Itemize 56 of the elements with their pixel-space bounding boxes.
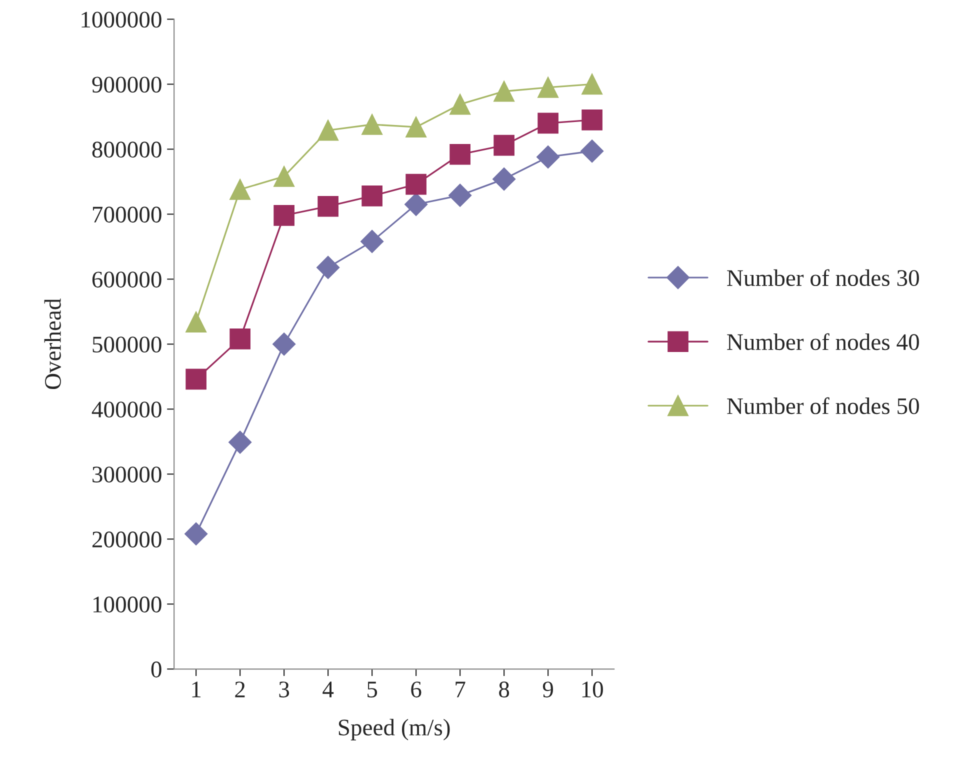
y-tick-label: 300000	[92, 466, 162, 483]
point	[538, 77, 558, 98]
x-tick-label: 2	[235, 682, 245, 698]
x-tick-label: 4	[322, 682, 334, 698]
x-tick-label: 6	[411, 682, 422, 698]
x-tick-label: 3	[279, 682, 290, 698]
point	[230, 179, 250, 200]
legend-label: Number of nodes 40	[727, 333, 919, 350]
point	[228, 430, 252, 454]
point	[316, 256, 340, 279]
point	[582, 110, 602, 130]
point	[494, 134, 514, 156]
point	[492, 168, 516, 191]
point	[230, 328, 250, 350]
point	[184, 522, 208, 546]
point	[360, 230, 384, 253]
y-tick-label: 400000	[92, 402, 162, 418]
point	[318, 120, 338, 141]
point	[186, 368, 206, 390]
y-tick-label: 100000	[94, 596, 162, 612]
point	[536, 145, 560, 168]
point	[186, 312, 206, 332]
point	[362, 114, 382, 135]
x-axis-title: Speed (m/s)	[338, 718, 450, 740]
y-tick-label: 900000	[92, 76, 162, 93]
point	[406, 174, 426, 195]
point	[538, 112, 558, 134]
x-tick-label: 5	[368, 682, 378, 698]
point	[318, 196, 338, 217]
legend-label: Number of nodes 50	[727, 397, 919, 414]
point	[274, 205, 294, 226]
y-tick-label: 800000	[92, 142, 162, 158]
point	[272, 332, 296, 356]
x-tick-label: 10	[582, 682, 603, 698]
y-tick-label: 600000	[92, 272, 162, 288]
y-tick-label: 200000	[92, 532, 162, 548]
point	[406, 116, 426, 138]
point	[494, 80, 514, 102]
point	[582, 74, 602, 95]
legend-label: Number of nodes 30	[727, 269, 919, 286]
y-tick-label: 1000000	[82, 12, 162, 28]
x-tick-label: 1	[192, 682, 201, 698]
y-tick-label: 0	[151, 662, 162, 678]
point	[450, 144, 470, 165]
point	[274, 166, 294, 187]
point	[580, 140, 604, 163]
y-axis-title: Overhead	[44, 298, 61, 390]
point	[448, 184, 472, 207]
x-tick-label: 7	[456, 682, 466, 698]
point	[404, 192, 428, 216]
point	[450, 94, 470, 115]
y-tick-label: 700000	[92, 206, 162, 223]
x-tick-label: 9	[542, 682, 553, 698]
point	[362, 186, 382, 206]
x-tick-label: 8	[499, 682, 510, 698]
y-tick-label: 500000	[92, 336, 162, 353]
